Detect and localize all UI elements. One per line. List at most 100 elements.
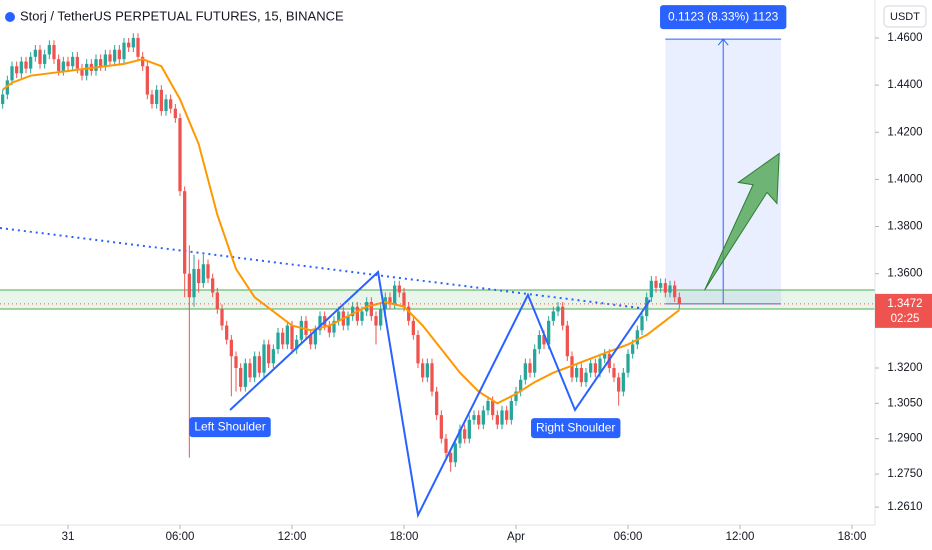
candle-body: [528, 363, 532, 373]
candle-body: [155, 89, 159, 104]
candle-body: [425, 363, 429, 378]
candle-body: [374, 316, 378, 326]
candle-body: [253, 356, 257, 378]
candle-body: [495, 415, 499, 425]
candle-body: [584, 372, 588, 383]
candle-body: [257, 356, 261, 373]
candle-body: [169, 99, 173, 109]
axes: 1.4600 1.4400 1.4200 1.4000 1.3800 1.3600 1.32…: [62, 32, 932, 543]
candle-body: [285, 325, 289, 345]
candle-body: [141, 56, 145, 67]
candle-body: [337, 311, 341, 321]
shoulder-label: Right Shoulder: [536, 420, 615, 434]
candle-body: [215, 292, 219, 310]
candle-body: [225, 325, 229, 340]
x-tick-label: 06:00: [166, 531, 195, 543]
candle-body: [229, 339, 233, 357]
candle-body: [393, 285, 397, 305]
candle-body: [332, 320, 336, 333]
candle-body: [192, 268, 196, 298]
shoulder-label: Left Shoulder: [194, 419, 265, 433]
candle-body: [593, 363, 597, 373]
candle-body: [52, 45, 56, 60]
x-tick-label: 18:00: [838, 531, 867, 543]
candle-body: [570, 356, 574, 378]
candle-body: [509, 400, 513, 420]
candle-body: [117, 49, 121, 60]
y-tick-label: 1.4000: [887, 173, 922, 185]
x-tick-label: 18:00: [390, 531, 419, 543]
candle-body: [211, 278, 215, 293]
candle-body: [295, 339, 299, 350]
candle-body: [449, 452, 453, 463]
candle-body: [435, 391, 439, 416]
candle-body: [439, 415, 443, 439]
candle-body: [421, 363, 425, 378]
candle-body: [29, 56, 33, 69]
candle-body: [43, 54, 47, 64]
currency-button[interactable]: [883, 5, 927, 28]
candle-body: [388, 297, 392, 305]
candle-body: [505, 410, 509, 420]
x-tick-label: 31: [62, 531, 75, 543]
y-tick-label: 1.3050: [887, 397, 922, 409]
candle-body: [533, 349, 537, 373]
candle-body: [150, 94, 154, 104]
candle-body: [271, 349, 275, 364]
candle-body: [360, 311, 364, 321]
candle-body: [66, 61, 70, 67]
candle-body: [248, 363, 252, 378]
x-tick-label: 12:00: [278, 531, 307, 543]
candle-body: [453, 443, 457, 463]
candle-body: [173, 108, 177, 119]
candle-body: [621, 372, 625, 392]
candle-body: [411, 320, 415, 335]
candle-body: [640, 316, 644, 331]
currency-label[interactable]: USDT: [890, 11, 920, 23]
candle-body: [136, 37, 140, 57]
candle-body: [589, 363, 593, 373]
candle-body: [397, 285, 401, 293]
x-tick-label: 12:00: [726, 531, 755, 543]
candle-body: [561, 306, 565, 326]
x-tick-label: 06:00: [614, 531, 643, 543]
candle-body: [145, 66, 149, 95]
candle-body: [313, 330, 317, 345]
candle-body: [262, 344, 266, 373]
candle-body: [243, 363, 247, 387]
candle-body: [612, 367, 616, 378]
candle-body: [416, 334, 420, 364]
candle-body: [10, 66, 14, 81]
candle-body: [299, 320, 303, 340]
candle-body: [617, 377, 621, 392]
head-shoulders-pattern: [229, 270, 651, 519]
candle-body: [351, 306, 355, 317]
candle-body: [659, 283, 663, 288]
candle-body: [15, 66, 19, 74]
y-tick-label: 1.2900: [887, 433, 922, 445]
candle-body: [654, 280, 658, 288]
y-tick-label: 1.4600: [887, 32, 922, 44]
candle-body: [178, 118, 182, 192]
candle-body: [239, 367, 243, 387]
y-tick-label: 1.3600: [887, 268, 922, 280]
candle-body: [309, 334, 313, 345]
y-tick-label: 1.3800: [887, 221, 922, 233]
candle-body: [201, 264, 205, 284]
candle-body: [430, 363, 434, 392]
candle-body: [369, 301, 373, 317]
y-tick-label: 1.4200: [887, 126, 922, 138]
y-tick-label: 1.4400: [887, 79, 922, 91]
candle-body: [472, 415, 476, 420]
candle-body: [24, 61, 28, 69]
candle-body: [598, 358, 602, 373]
candle-body: [467, 419, 471, 439]
candle-body: [267, 344, 271, 364]
candle-body: [38, 49, 42, 64]
candle-body: [407, 306, 411, 321]
candle-body: [514, 391, 518, 401]
candle-body: [327, 325, 331, 333]
shoulder-label-bg: [531, 418, 621, 439]
candle-body: [108, 54, 112, 62]
